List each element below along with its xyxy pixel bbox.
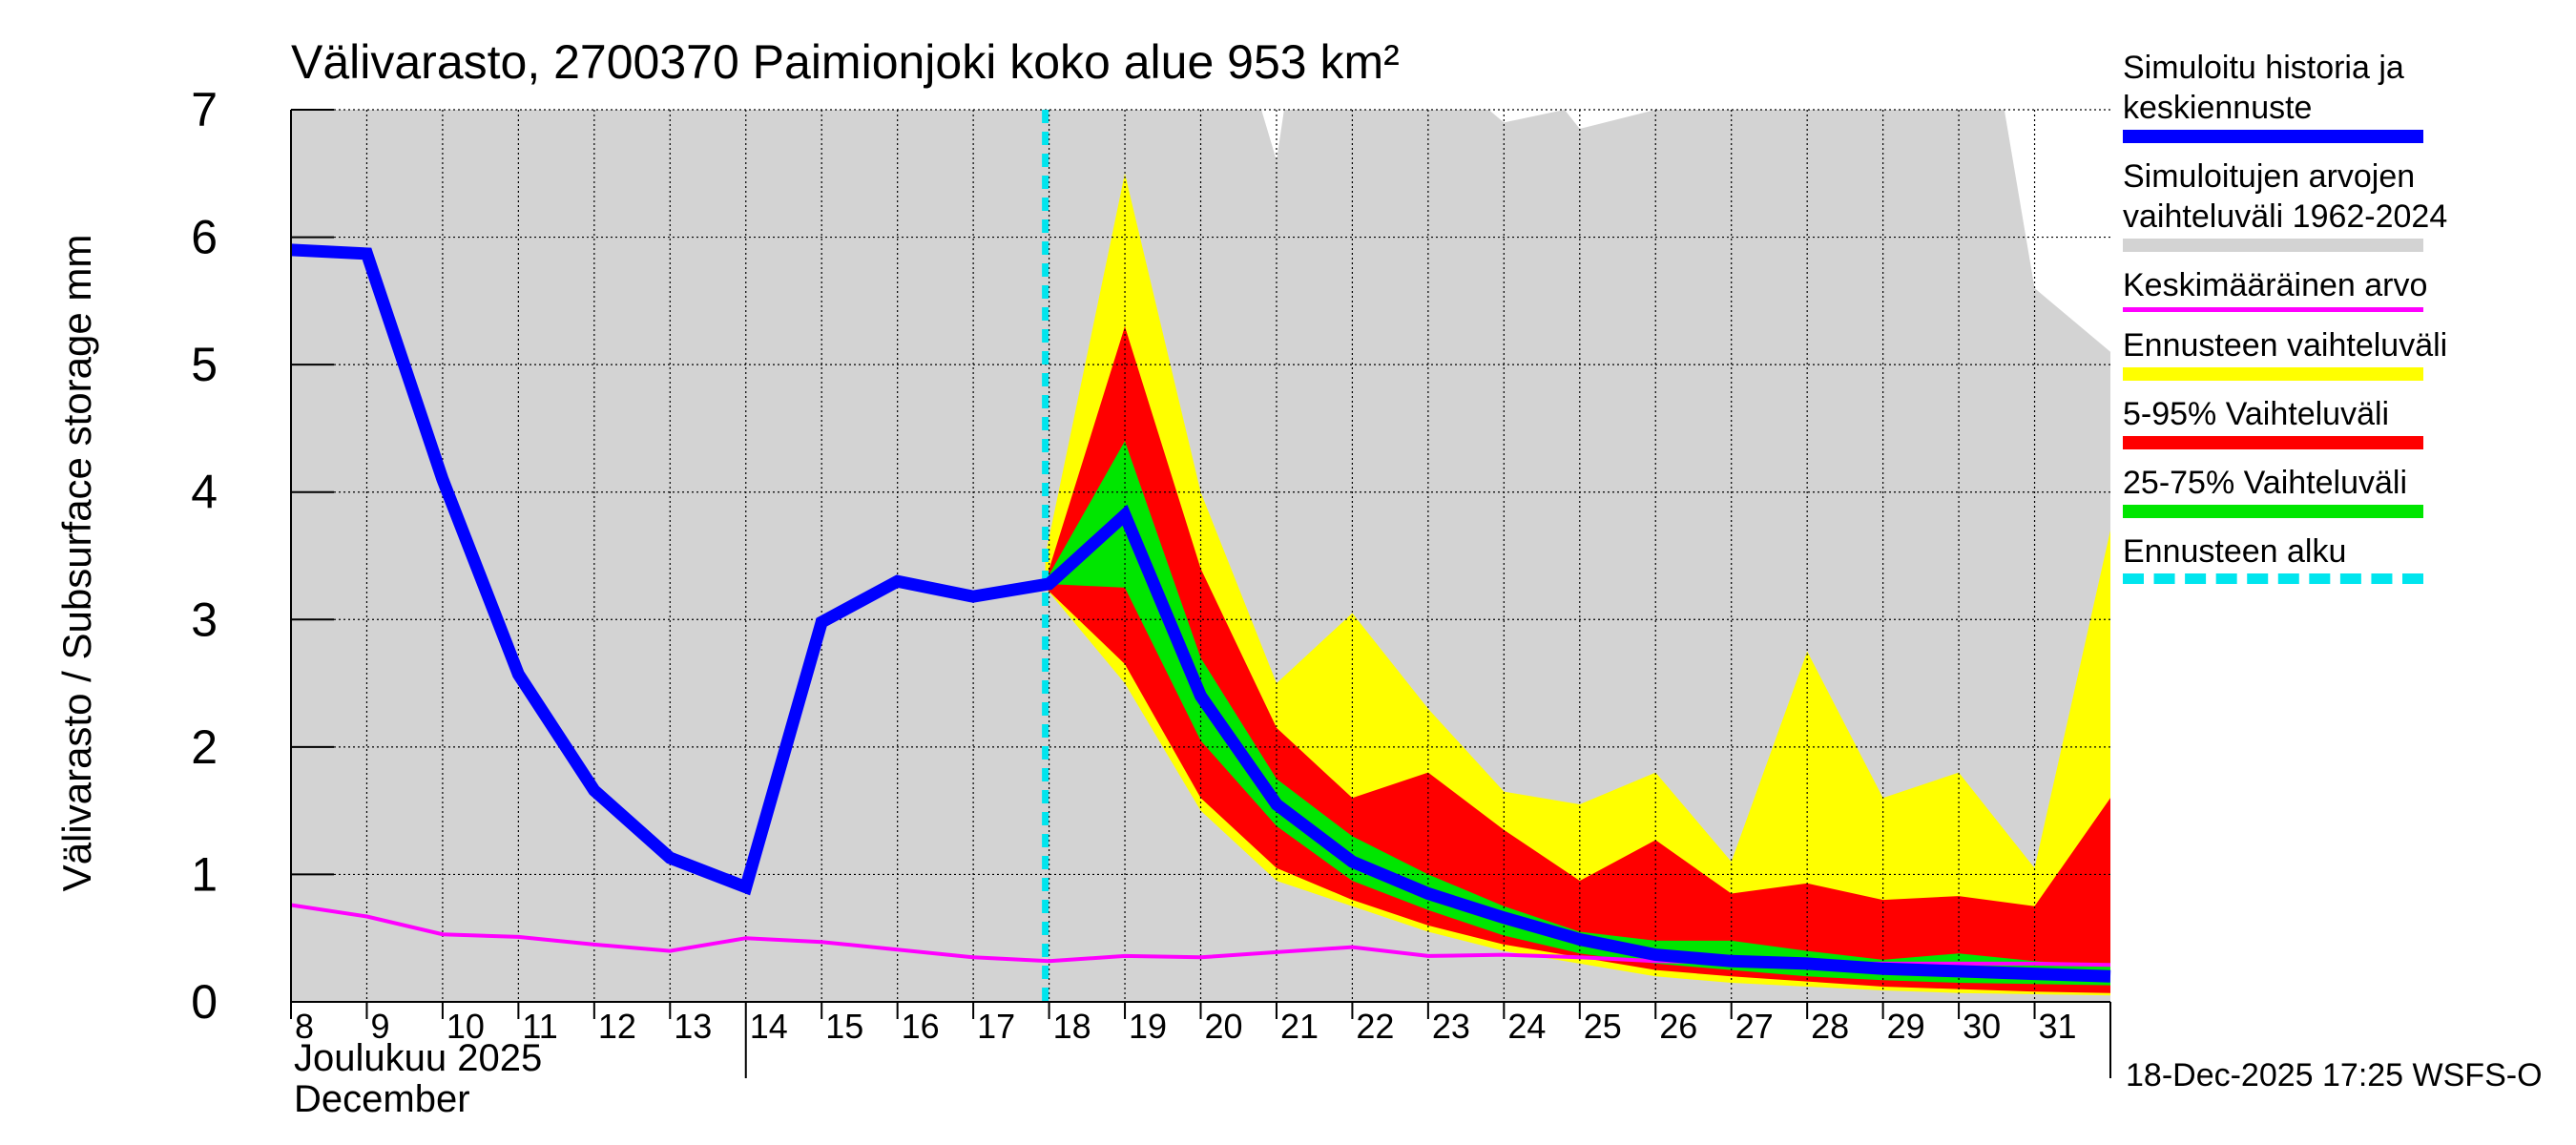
legend-item-median: Simuloitu historia ja keskiennuste	[2123, 48, 2571, 143]
x-tick-label: 27	[1735, 1007, 1774, 1046]
legend-swatch-historical	[2123, 239, 2423, 252]
x-tick-label: 20	[1205, 1007, 1243, 1046]
x-tick-label: 31	[2039, 1007, 2077, 1046]
x-tick-label: 24	[1507, 1007, 1546, 1046]
x-tick-label: 28	[1811, 1007, 1849, 1046]
x-tick-label: 22	[1356, 1007, 1394, 1046]
x-tick-label: 19	[1129, 1007, 1167, 1046]
timestamp: 18-Dec-2025 17:25 WSFS-O	[2126, 1057, 2543, 1093]
legend: Simuloitu historia ja keskiennuste Simulo…	[2123, 48, 2571, 597]
x-tick-label: 29	[1887, 1007, 1925, 1046]
x-tick-label: 15	[825, 1007, 863, 1046]
x-tick-label: 23	[1432, 1007, 1470, 1046]
x-tick-label: 10	[447, 1007, 485, 1046]
legend-label: Keskimääräinen arvo	[2123, 267, 2428, 303]
legend-swatch-forecast_start	[2123, 573, 2423, 584]
lines-layer	[290, 110, 2111, 1002]
y-tick-label: 4	[191, 466, 218, 519]
legend-item-forecast_range: Ennusteen vaihteluväli	[2123, 325, 2571, 381]
legend-swatch-p5_95	[2123, 436, 2423, 449]
legend-swatch-median	[2123, 130, 2423, 143]
median-line	[290, 243, 2111, 983]
legend-item-mean: Keskimääräinen arvo	[2123, 265, 2571, 312]
x-axis-label-month-fi: Joulukuu 2025	[294, 1037, 542, 1079]
x-tick-label: 12	[598, 1007, 636, 1046]
x-tick-label: 17	[977, 1007, 1015, 1046]
x-tick-label: 25	[1584, 1007, 1622, 1046]
x-tick-label: 8	[295, 1007, 314, 1046]
y-tick-label: 7	[191, 83, 218, 136]
legend-item-p25_75: 25-75% Vaihteluväli	[2123, 463, 2571, 518]
legend-label: 25-75% Vaihteluväli	[2123, 465, 2407, 501]
legend-label: Simuloitujen arvojen vaihteluväli 1962-2…	[2123, 158, 2448, 235]
legend-item-historical: Simuloitujen arvojen vaihteluväli 1962-2…	[2123, 156, 2571, 252]
chart-title: Välivarasto, 2700370 Paimionjoki koko al…	[291, 35, 1400, 89]
y-tick-label: 6	[191, 211, 218, 264]
x-tick-label: 13	[674, 1007, 712, 1046]
y-axis-label: Välivarasto / Subsurface storage mm	[54, 235, 99, 892]
x-tick-label: 21	[1280, 1007, 1319, 1046]
legend-label: Simuloitu historia ja keskiennuste	[2123, 50, 2404, 126]
legend-label: Ennusteen alku	[2123, 533, 2347, 570]
x-tick-label: 16	[902, 1007, 940, 1046]
x-axis-label-month-en: December	[294, 1078, 470, 1120]
legend-label: 5-95% Vaihteluväli	[2123, 396, 2390, 432]
y-tick-label: 1	[191, 847, 218, 901]
y-tick-label: 3	[191, 593, 218, 646]
legend-item-p5_95: 5-95% Vaihteluväli	[2123, 394, 2571, 449]
x-tick-label: 30	[1963, 1007, 2001, 1046]
x-tick-label: 18	[1053, 1007, 1091, 1046]
x-tick-label: 9	[370, 1007, 389, 1046]
legend-label: Ennusteen vaihteluväli	[2123, 327, 2448, 364]
legend-item-forecast_start: Ennusteen alku	[2123, 531, 2571, 584]
legend-swatch-p25_75	[2123, 505, 2423, 518]
x-tick-label: 26	[1659, 1007, 1697, 1046]
x-tick-label: 14	[750, 1007, 788, 1046]
x-tick-label: 11	[522, 1007, 557, 1046]
y-tick-label: 0	[191, 975, 218, 1029]
legend-swatch-mean	[2123, 307, 2423, 312]
legend-swatch-forecast_range	[2123, 367, 2423, 381]
y-tick-label: 2	[191, 720, 218, 774]
p25-75-band	[1045, 441, 2110, 986]
y-tick-label: 5	[191, 338, 218, 391]
